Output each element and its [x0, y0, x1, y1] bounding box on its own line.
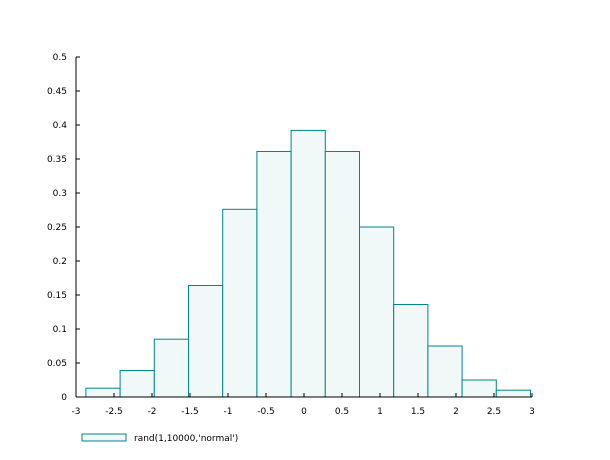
x-tick-label: 2	[453, 407, 459, 417]
x-tick-label: -0.5	[257, 407, 275, 417]
y-tick-label: 0.4	[53, 121, 68, 131]
y-tick-label: 0.2	[53, 257, 67, 267]
legend-swatch	[81, 433, 127, 442]
y-tick-label: 0.1	[53, 325, 67, 335]
x-tick-label: 1	[377, 407, 383, 417]
y-tick-label: 0.25	[47, 223, 67, 233]
axes-group: 0 0.05 0.1 0.15 0.2 0.25 0.3 0.35 0.4 0.45 0.5 -3 -2…	[47, 53, 535, 417]
histogram-bar-12	[495, 389, 531, 398]
x-tick-label: 2.5	[487, 407, 501, 417]
x-tick-label: -1	[224, 407, 233, 417]
x-tick-label: 1.5	[411, 407, 425, 417]
x-tick-label: -3	[72, 407, 81, 417]
x-tick-label: -1.5	[181, 407, 199, 417]
histogram-bar-2	[153, 338, 190, 398]
x-tick-label: 0	[301, 407, 307, 417]
y-tick-label: 0.35	[47, 155, 67, 165]
y-tick-label: 0.45	[47, 87, 67, 97]
bars-group	[85, 129, 531, 398]
histogram-bar-7	[324, 151, 360, 398]
x-tick-label: -2	[148, 407, 157, 417]
histogram-bar-0	[85, 387, 121, 398]
histogram-bar-11	[461, 379, 497, 398]
histogram-bar-1	[119, 370, 155, 398]
legend: rand(1,10000,'normal')	[81, 433, 238, 444]
histogram-bar-10	[427, 345, 463, 398]
histogram-bar-3	[188, 285, 224, 398]
histogram-bar-8	[359, 226, 395, 398]
histogram-bar-4	[222, 208, 258, 398]
y-tick-label: 0.15	[47, 291, 67, 301]
histogram-bar-6	[290, 129, 326, 398]
x-tick-label: 3	[529, 407, 535, 417]
y-tick-label: 0.5	[53, 53, 67, 63]
y-tick-label: 0.05	[47, 359, 67, 369]
x-tick-label: 0.5	[335, 407, 349, 417]
histogram-bar-5	[256, 151, 292, 398]
y-tick-label: 0.3	[53, 189, 67, 199]
legend-label: rand(1,10000,'normal')	[134, 434, 238, 444]
histogram-bar-9	[393, 304, 429, 398]
y-tick-label: 0	[61, 393, 67, 403]
x-tick-label: -2.5	[105, 407, 123, 417]
